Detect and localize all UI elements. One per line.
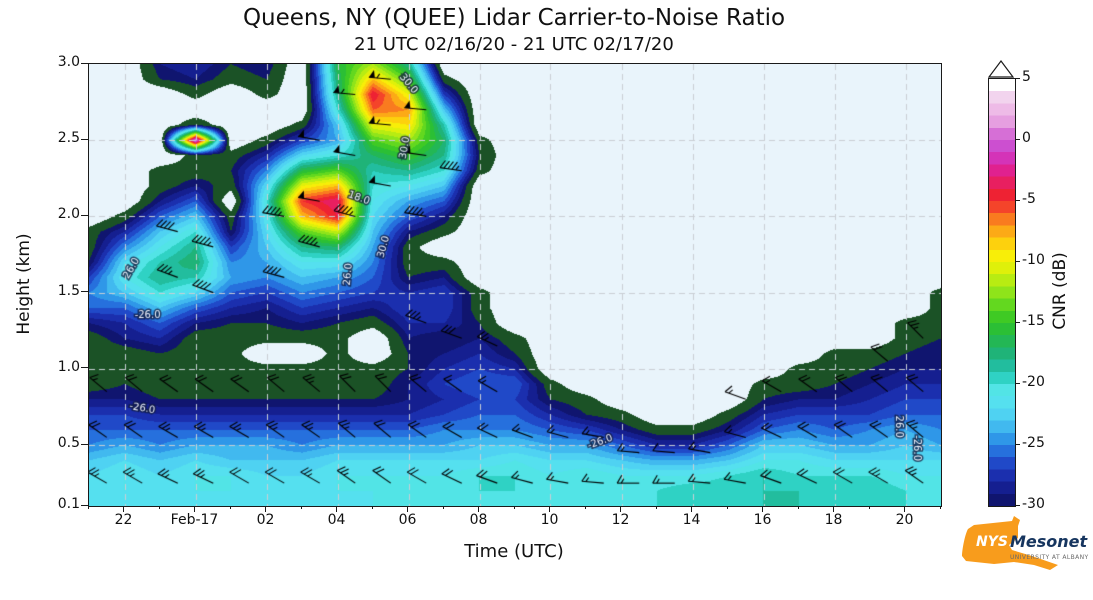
plot-area bbox=[88, 63, 942, 507]
nys-mesonet-logo: NYS Mesonet UNIVERSITY AT ALBANY bbox=[950, 510, 1092, 598]
x-tick-mark bbox=[407, 506, 408, 512]
y-tick-label: 0.1 bbox=[57, 496, 80, 512]
x-tick-label: 20 bbox=[895, 512, 914, 528]
x-minor-tick bbox=[229, 506, 231, 509]
x-tick-mark bbox=[549, 506, 550, 512]
x-tick-mark bbox=[691, 506, 692, 512]
x-tick-label: 18 bbox=[824, 512, 843, 528]
colorbar-tick-mark bbox=[1015, 77, 1020, 79]
chart-subtitle: 21 UTC 02/16/20 - 21 UTC 02/17/20 bbox=[354, 34, 674, 55]
x-tick-label: 06 bbox=[398, 512, 417, 528]
x-tick-mark bbox=[336, 506, 337, 512]
colorbar-tick-mark bbox=[1015, 138, 1020, 140]
y-tick-label: 2.5 bbox=[57, 130, 80, 147]
colorbar-tick-mark bbox=[1015, 321, 1020, 323]
y-tick-mark bbox=[81, 291, 88, 293]
y-tick-mark bbox=[81, 214, 88, 216]
colorbar-tick-mark bbox=[1015, 504, 1020, 506]
colorbar-label: CNR (dB) bbox=[1050, 252, 1070, 330]
x-tick-mark bbox=[762, 506, 763, 512]
x-tick-label: 04 bbox=[327, 512, 346, 528]
x-minor-tick bbox=[726, 506, 728, 509]
colorbar-gradient bbox=[988, 78, 1016, 507]
x-tick-mark bbox=[478, 506, 479, 512]
logo-mesonet-text: Mesonet bbox=[1010, 532, 1088, 551]
x-minor-tick bbox=[371, 506, 373, 509]
x-tick-label: 02 bbox=[256, 512, 275, 528]
x-tick-label: 12 bbox=[611, 512, 630, 528]
colorbar-tick-label: 5 bbox=[1022, 69, 1031, 85]
y-tick-mark bbox=[81, 138, 88, 140]
colorbar-tick-mark bbox=[1015, 443, 1020, 445]
x-tick-mark bbox=[904, 506, 905, 512]
y-tick-mark bbox=[81, 62, 88, 64]
x-tick-mark bbox=[265, 506, 266, 512]
x-minor-tick bbox=[87, 506, 89, 509]
colorbar-tick-label: -30 bbox=[1022, 496, 1045, 512]
x-minor-tick bbox=[158, 506, 160, 509]
y-axis-label: Height (km) bbox=[14, 233, 34, 335]
colorbar-over-arrow bbox=[988, 60, 1014, 78]
logo-nys-text: NYS bbox=[976, 534, 1008, 550]
colorbar-tick-label: 0 bbox=[1022, 130, 1031, 146]
x-minor-tick bbox=[868, 506, 870, 509]
x-minor-tick bbox=[300, 506, 302, 509]
logo-univ-text: UNIVERSITY AT ALBANY bbox=[1010, 554, 1089, 561]
x-tick-mark bbox=[194, 506, 195, 512]
x-minor-tick bbox=[513, 506, 515, 509]
x-tick-label: 16 bbox=[753, 512, 772, 528]
x-tick-label: 14 bbox=[682, 512, 701, 528]
x-tick-mark bbox=[833, 506, 834, 512]
colorbar-tick-label: -20 bbox=[1022, 374, 1045, 390]
colorbar-tick-label: -15 bbox=[1022, 313, 1045, 329]
colorbar-tick-label: -25 bbox=[1022, 435, 1045, 451]
x-tick-mark bbox=[123, 506, 124, 512]
x-minor-tick bbox=[797, 506, 799, 509]
y-tick-mark bbox=[81, 443, 88, 445]
x-tick-label: 22 bbox=[114, 512, 133, 528]
x-tick-mark bbox=[620, 506, 621, 512]
x-minor-tick bbox=[655, 506, 657, 509]
colorbar-tick-mark bbox=[1015, 199, 1020, 201]
y-tick-label: 2.0 bbox=[57, 206, 80, 223]
x-minor-tick bbox=[442, 506, 444, 509]
x-minor-tick bbox=[939, 506, 941, 509]
x-axis-label: Time (UTC) bbox=[464, 541, 564, 562]
ny-state-icon bbox=[962, 516, 1058, 570]
cnr-heatmap-canvas bbox=[89, 64, 941, 506]
colorbar-tick-label: -5 bbox=[1022, 191, 1036, 207]
y-tick-label: 1.0 bbox=[57, 358, 80, 375]
y-tick-label: 1.5 bbox=[57, 282, 80, 299]
x-tick-label: 08 bbox=[469, 512, 488, 528]
x-minor-tick bbox=[584, 506, 586, 509]
colorbar-tick-label: -10 bbox=[1022, 252, 1045, 268]
y-tick-mark bbox=[81, 367, 88, 369]
y-tick-label: 0.5 bbox=[57, 435, 80, 452]
colorbar-tick-mark bbox=[1015, 260, 1020, 262]
x-tick-label: 10 bbox=[540, 512, 559, 528]
y-tick-label: 3.0 bbox=[57, 54, 80, 70]
x-tick-label: Feb-17 bbox=[170, 512, 219, 528]
chart-title: Queens, NY (QUEE) Lidar Carrier-to-Noise… bbox=[242, 5, 786, 31]
colorbar-tick-mark bbox=[1015, 382, 1020, 384]
y-tick-mark bbox=[81, 504, 88, 506]
